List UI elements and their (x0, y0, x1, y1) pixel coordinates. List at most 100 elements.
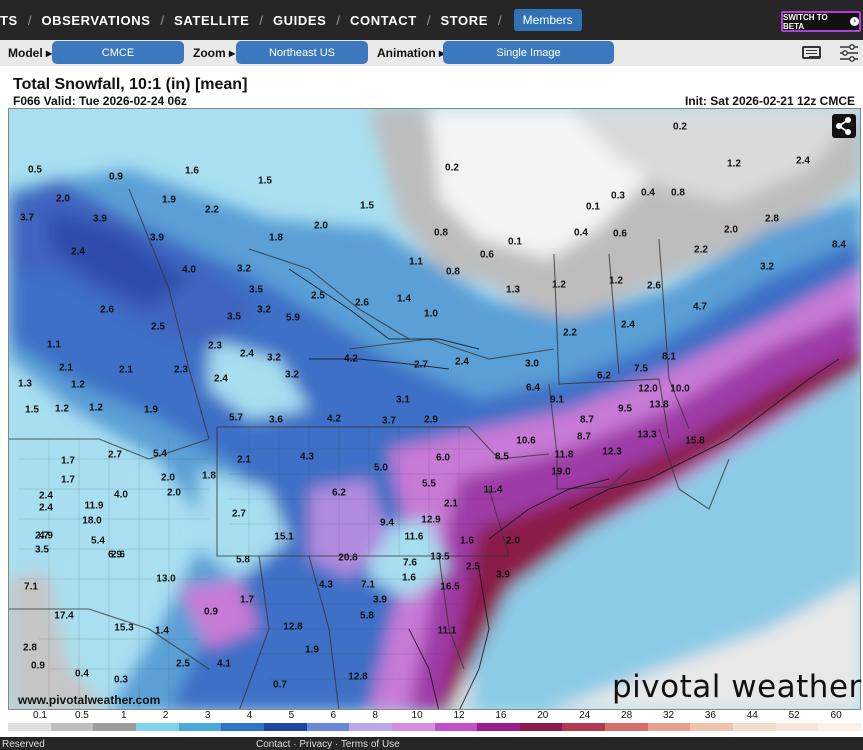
settings-sliders-icon[interactable] (839, 44, 859, 62)
snowfall-value-label: 10.0 (670, 383, 690, 395)
zoom-label: Zoom ▸ (193, 46, 236, 60)
colorbar-swatch (178, 723, 201, 731)
snowfall-value-label: 2.4 (214, 373, 228, 385)
colorbar-swatch (71, 723, 94, 731)
model-select[interactable]: CMCE (52, 41, 184, 64)
keyboard-icon[interactable] (802, 46, 821, 59)
snowfall-value-label: 6.2 (332, 487, 346, 499)
snowfall-value-label: 1.9 (305, 644, 319, 656)
colorbar-tick-label: 12 (453, 710, 465, 721)
snowfall-value-label: 2.5 (151, 321, 165, 333)
colorbar-swatch (754, 723, 777, 731)
map-title: Total Snowfall, 10:1 (in) [mean] (13, 76, 248, 93)
colorbar-tick-label: 0.5 (74, 710, 89, 721)
colorbar-swatch (370, 723, 393, 731)
colorbar-swatch (583, 723, 606, 731)
snowfall-value-label: 3.2 (760, 261, 774, 273)
model-toolbar: Model ▸ CMCE Zoom ▸ Northeast US Animati… (0, 40, 863, 66)
snowfall-map[interactable] (8, 108, 861, 710)
snowfall-value-label: 2.2 (205, 204, 219, 216)
colorbar-tick-label: 1 (121, 710, 127, 721)
share-button[interactable] (832, 114, 856, 138)
snowfall-value-label: 12.9 (421, 514, 441, 526)
snowfall-value-label: 2.8 (23, 642, 37, 654)
snowfall-value-label: 5.4 (91, 535, 105, 547)
snowfall-value-label: 4.2 (327, 413, 341, 425)
switch-to-beta-button[interactable]: SWITCH TO BETA › (781, 11, 861, 32)
snowfall-value-label: 0.7 (273, 679, 287, 691)
colorbar-swatch (605, 723, 627, 731)
snowfall-value-label: 4.9 (39, 530, 53, 542)
snowfall-value-label: 3.7 (382, 415, 396, 427)
snowfall-value-label: 2.4 (796, 155, 810, 167)
snowfall-value-label: 4.3 (300, 451, 314, 463)
snowfall-value-label: 0.9 (31, 660, 45, 672)
nav-item-forecasts[interactable]: TS (0, 12, 18, 28)
footer-links[interactable]: Contact · Privacy · Terms of Use (256, 739, 400, 750)
snowfall-value-label: 4.2 (344, 353, 358, 365)
snowfall-value-label: 8.1 (662, 351, 676, 363)
colorbar-swatch (626, 723, 649, 731)
nav-item-store[interactable]: STORE (440, 12, 489, 28)
nav-item-guides[interactable]: GUIDES (272, 12, 327, 28)
colorbar-swatch (562, 723, 585, 731)
colorbar-tick-label: 3 (204, 710, 211, 721)
snowfall-value-label: 8.4 (832, 239, 846, 251)
animation-select[interactable]: Single Image (443, 41, 614, 64)
snowfall-value-label: 2.6 (100, 304, 114, 316)
snowfall-value-label: 2.4 (621, 319, 635, 331)
snowfall-value-label: 12.3 (602, 446, 622, 458)
colorbar-tick-label: 5 (288, 710, 295, 721)
snowfall-value-label: 2.0 (506, 535, 520, 547)
colorbar-swatch (391, 723, 414, 731)
colorbar-swatch (839, 723, 862, 731)
snowfall-value-label: 11.8 (554, 449, 574, 461)
colorbar-swatch (327, 723, 350, 731)
colorbar-tick-label: 16 (495, 710, 507, 721)
snowfall-value-label: 1.2 (552, 279, 566, 291)
nav-item-contact[interactable]: CONTACT (350, 12, 417, 28)
snowfall-value-label: 9.5 (618, 403, 632, 415)
colorbar-tick-label: 52 (788, 710, 800, 721)
colorbar-swatch (647, 723, 670, 731)
snowfall-value-label: 3.5 (227, 311, 241, 323)
snowfall-value-label: 15.3 (114, 622, 134, 634)
colorbar-swatch (541, 723, 563, 731)
snowfall-value-label: 0.8 (671, 187, 685, 199)
snowfall-value-label: 0.4 (641, 187, 655, 199)
snowfall-value-label: 1.9 (162, 194, 176, 206)
zoom-select[interactable]: Northeast US (236, 41, 368, 64)
snowfall-value-label: 2.4 (240, 348, 254, 360)
snowfall-value-label: 7.1 (24, 581, 38, 593)
snowfall-value-label: 6.9 (108, 549, 122, 561)
snowfall-value-label: 0.1 (508, 236, 522, 248)
snowfall-value-label: 1.8 (269, 232, 283, 244)
snowfall-value-label: 3.9 (496, 569, 510, 581)
snowfall-value-label: 1.2 (609, 275, 623, 287)
nav-item-satellite[interactable]: SATELLITE (174, 12, 250, 28)
snowfall-value-label: 1.2 (71, 379, 85, 391)
snowfall-value-label: 7.6 (403, 557, 417, 569)
colorbar-swatch (135, 723, 158, 731)
snowfall-value-label: 2.7 (35, 530, 49, 542)
snowfall-value-label: 18.0 (82, 515, 102, 527)
members-button[interactable]: Members (513, 9, 582, 31)
snowfall-value-label: 2.0 (724, 224, 738, 236)
colorbar-swatch (50, 723, 73, 731)
snowfall-value-label: 3.9 (373, 594, 387, 606)
snowfall-value-label: 1.6 (460, 535, 474, 547)
snowfall-value-label: 15.8 (685, 435, 705, 447)
snowfall-value-label: 11.9 (84, 500, 104, 512)
snowfall-value-label: 0.6 (613, 228, 627, 240)
colorbar-swatch (157, 723, 180, 731)
snowfall-value-label: 0.4 (75, 668, 89, 680)
snowfall-value-label: 1.6 (402, 572, 416, 584)
snowfall-value-label: 1.7 (61, 474, 75, 486)
switch-to-beta-label: SWITCH TO BETA (783, 12, 828, 31)
nav-separator: / (336, 12, 341, 28)
snowfall-value-label: 9.1 (550, 394, 564, 406)
snowfall-value-label: 4.7 (693, 301, 707, 313)
snowfall-value-label: 13.8 (649, 399, 669, 411)
nav-item-observations[interactable]: OBSERVATIONS (41, 12, 151, 28)
nav-separator: / (498, 12, 502, 28)
